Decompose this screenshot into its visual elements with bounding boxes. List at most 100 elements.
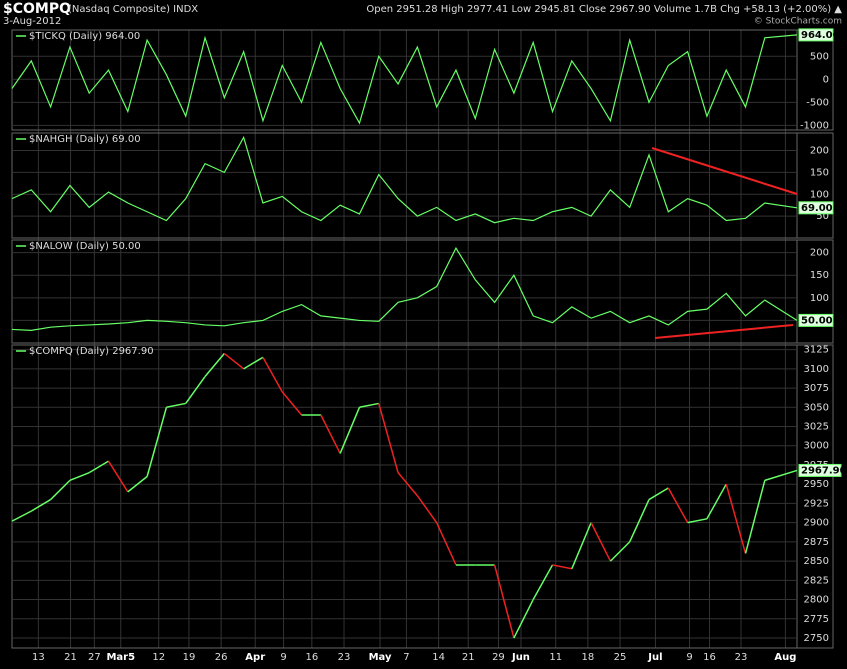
symbol: $COMPQ (3, 1, 71, 17)
series-line (11, 246, 798, 331)
index-name: (Nasdaq Composite) INDX (68, 4, 198, 15)
price-segment (571, 522, 592, 570)
last-value-label: 964.00 (801, 30, 840, 41)
price-segment (262, 356, 283, 393)
y-tick-label: 200 (810, 248, 829, 259)
x-tick-label: 23 (338, 652, 351, 663)
y-tick-label: 100 (810, 293, 829, 304)
y-tick-label: 2800 (804, 595, 829, 606)
price-segment (687, 518, 708, 524)
panel-frame (11, 239, 834, 344)
y-tick-label: 0 (823, 74, 829, 85)
y-tick-label: 3100 (804, 364, 829, 375)
price-segment (320, 414, 341, 454)
price-segment (359, 402, 379, 409)
x-tick-label: Apr (245, 652, 265, 663)
x-tick-label: 9 (280, 652, 286, 663)
price-segment (629, 499, 650, 543)
x-tick-label: Mar5 (106, 652, 135, 663)
price-segment (416, 495, 438, 524)
panel-frame (11, 29, 834, 131)
panel-label: $TICKQ (Daily) 964.00 (29, 31, 140, 42)
panel-label: $NAHGH (Daily) 69.00 (29, 134, 141, 145)
price-segment (513, 599, 534, 639)
x-tick-label: 11 (549, 652, 562, 663)
last-value-box (798, 463, 842, 477)
x-tick-label: Jul (647, 652, 662, 663)
x-tick-label: 21 (462, 652, 475, 663)
x-tick-label: 13 (32, 652, 45, 663)
y-tick-label: 2775 (804, 614, 829, 625)
x-tick-label: 21 (64, 652, 77, 663)
x-tick-label: 12 (152, 652, 165, 663)
price-segment (648, 487, 669, 501)
price-segment (281, 391, 303, 416)
price-segment (397, 472, 418, 497)
trend-line (654, 324, 794, 339)
y-tick-label: 200 (810, 146, 829, 157)
y-tick-label: 3050 (804, 402, 829, 413)
panel-frame (11, 132, 834, 239)
y-tick-label: 2750 (804, 633, 829, 644)
x-tick-label: 9 (686, 652, 692, 663)
last-value-box (798, 201, 834, 215)
price-segment (223, 352, 245, 370)
last-value-label: 2967.90 (801, 465, 847, 476)
y-tick-label: 3075 (804, 383, 829, 394)
last-value-box (798, 313, 834, 327)
price-segment (706, 483, 727, 520)
price-segment (339, 407, 361, 454)
last-value-label: 50.00 (801, 315, 833, 326)
x-tick-label: 25 (614, 652, 627, 663)
last-value-label: 69.00 (801, 203, 833, 214)
y-tick-label: 2850 (804, 556, 829, 567)
x-tick-label: 14 (432, 652, 445, 663)
panel-frame (11, 344, 834, 649)
price-segment (50, 479, 71, 501)
series-line (11, 34, 798, 125)
panel-label: $COMPQ (Daily) 2967.90 (29, 346, 154, 357)
x-tick-label: 26 (215, 652, 228, 663)
price-segment (764, 469, 798, 482)
x-tick-label: Aug (774, 652, 796, 663)
series-line (11, 135, 798, 224)
price-segment (30, 498, 51, 512)
price-segment (204, 352, 225, 378)
y-tick-label: 50 (816, 211, 829, 222)
y-tick-label: 3125 (804, 345, 829, 356)
y-tick-label: 2925 (804, 498, 829, 509)
price-segment (552, 564, 572, 570)
y-tick-label: 3025 (804, 422, 829, 433)
x-tick-label: 23 (735, 652, 748, 663)
price-segment (166, 402, 186, 409)
x-tick-label: May (369, 652, 392, 663)
price-segment (435, 522, 457, 566)
price-segment (590, 522, 612, 562)
price-segment (725, 483, 747, 554)
date: 3-Aug-2012 (3, 16, 61, 27)
price-segment (127, 475, 148, 493)
plots: $TICKQ (Daily) 964.00 964.00 $NAHGH (Daily… (11, 28, 847, 639)
y-tick-label: 3000 (804, 441, 829, 452)
price-segment (11, 510, 32, 522)
y-tick-label: 150 (810, 270, 829, 281)
y-tick-label: -1000 (800, 120, 829, 131)
trend-line (651, 147, 798, 195)
price-segment (378, 403, 399, 473)
x-tick-label: 16 (703, 652, 716, 663)
y-tick-label: 2875 (804, 537, 829, 548)
y-tick-label: 500 (810, 51, 829, 62)
price-segment (243, 356, 264, 370)
price-segment (185, 376, 206, 404)
price-segment (744, 480, 766, 554)
price-segment (88, 460, 109, 474)
panel-label: $NALOW (Daily) 50.00 (29, 241, 141, 252)
y-tick-label: 2950 (804, 479, 829, 490)
y-tick-label: 150 (810, 167, 829, 178)
price-segment (667, 487, 689, 524)
last-value-box (798, 28, 834, 42)
price-segment (532, 564, 554, 600)
price-segment (107, 460, 129, 493)
